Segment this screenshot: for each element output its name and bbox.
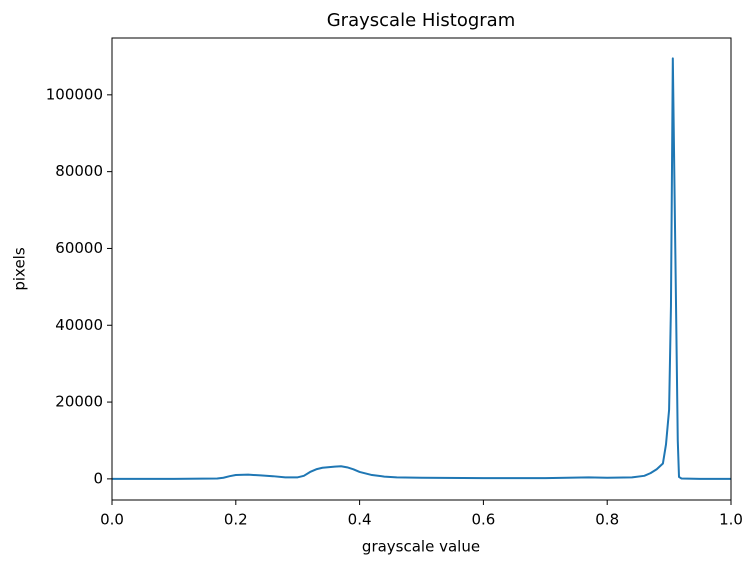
x-tick-label: 0.0	[100, 511, 124, 529]
y-tick-label: 60000	[55, 239, 103, 257]
x-tick-label: 0.4	[348, 511, 372, 529]
y-tick-label: 100000	[46, 85, 103, 103]
x-tick-label: 0.6	[471, 511, 495, 529]
x-tick-label: 0.2	[224, 511, 248, 529]
x-tick-label: 1.0	[719, 511, 743, 529]
y-tick-label: 40000	[55, 316, 103, 334]
y-tick-label: 20000	[55, 393, 103, 411]
y-axis-label: pixels	[11, 247, 29, 291]
data-line	[112, 57, 731, 480]
x-axis-label: grayscale value	[362, 538, 480, 556]
plot-frame	[111, 37, 732, 501]
x-tick-label: 0.8	[595, 511, 619, 529]
y-tick-label: 0	[93, 469, 103, 487]
chart-title: Grayscale Histogram	[327, 10, 516, 31]
y-tick-label: 80000	[55, 162, 103, 180]
